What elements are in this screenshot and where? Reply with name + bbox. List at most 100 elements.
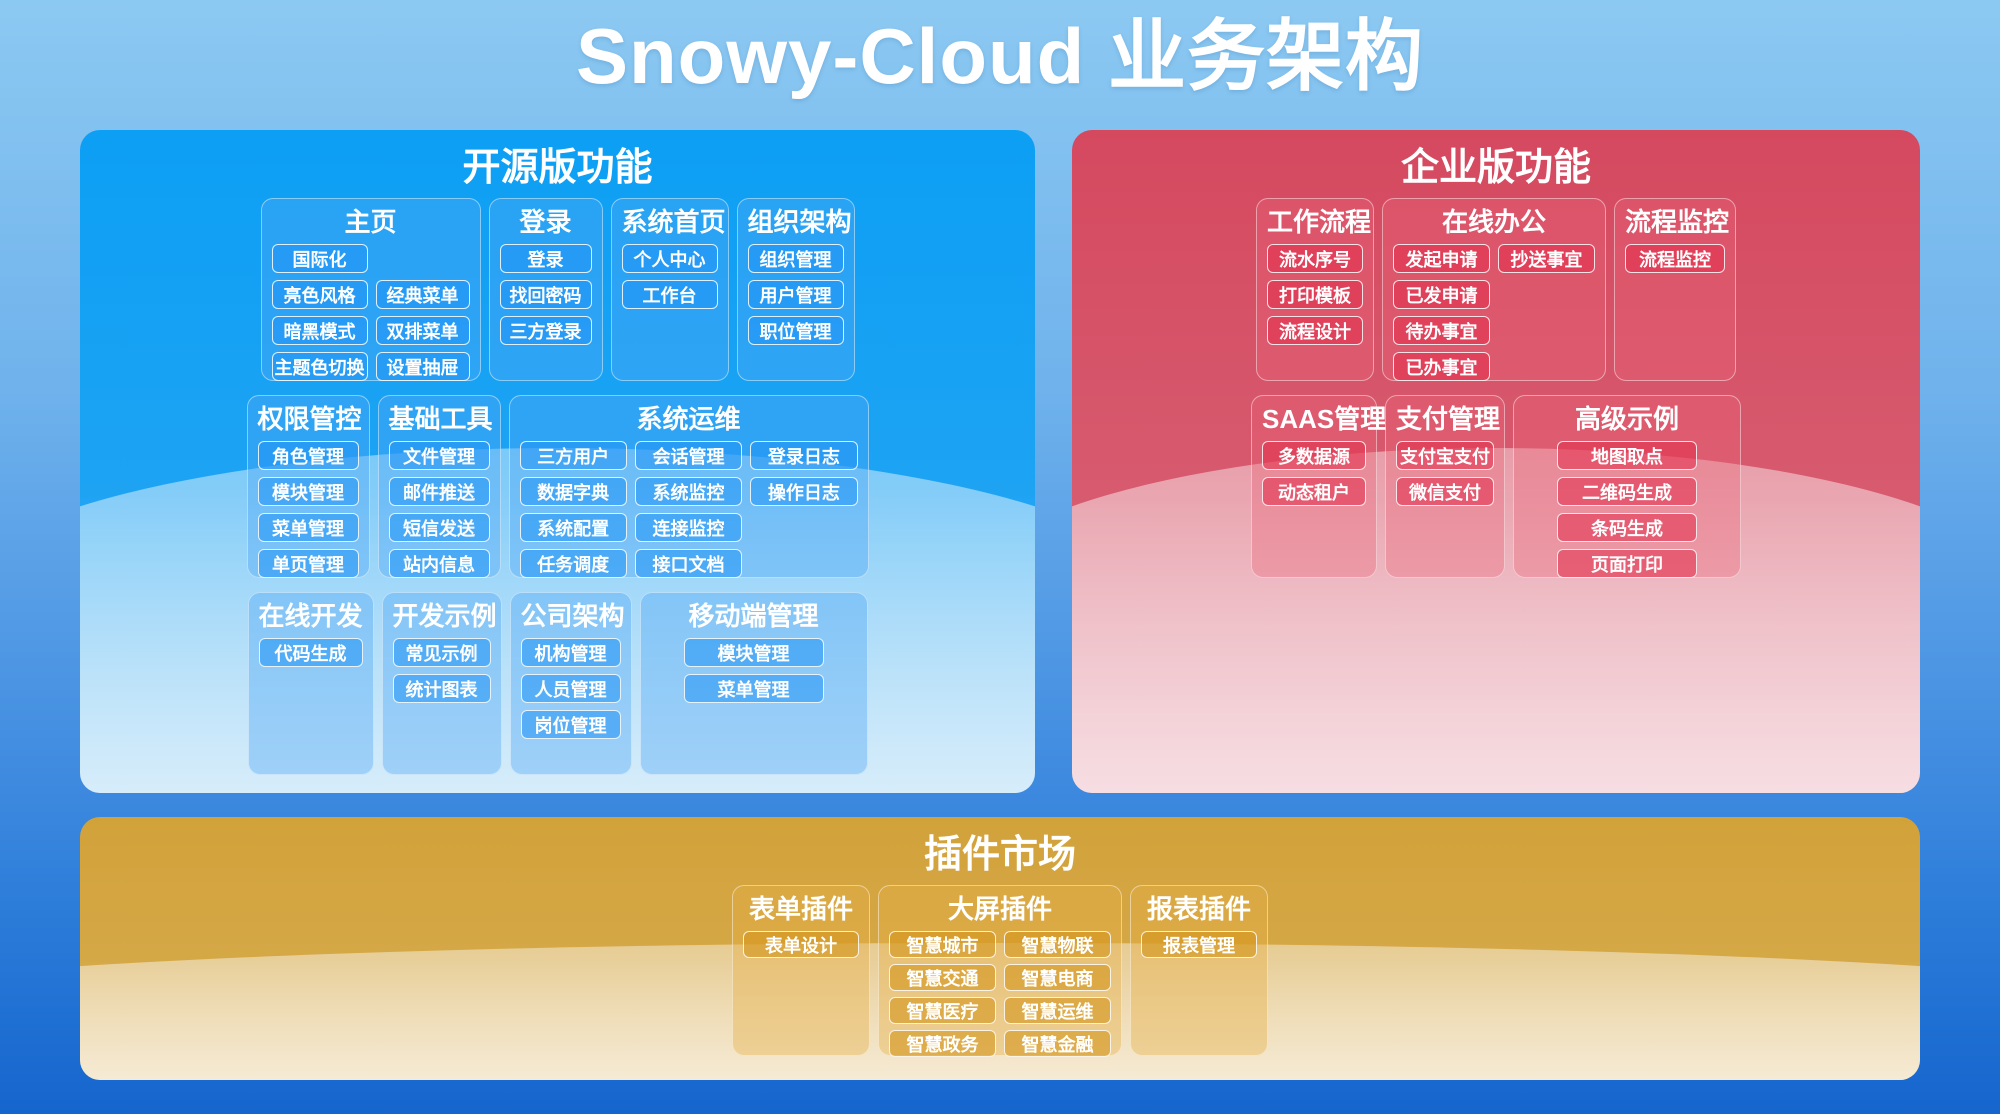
feature-item: 流程设计 xyxy=(1267,316,1363,345)
plugin-market-panel: 插件市场 表单插件 表单设计 大屏插件 智慧城市 智慧物联 智慧交通 智慧电商 智慧医疗 智慧运… xyxy=(80,817,1920,1080)
feature-item: 智慧运维 xyxy=(1004,997,1111,1024)
feature-card-title: 系统首页 xyxy=(621,207,726,237)
feature-card: 高级示例地图取点 二维码生成 条码生成 页面打印 xyxy=(1513,395,1741,578)
feature-item-grid: 流水序号 打印模板 流程设计 xyxy=(1267,244,1363,345)
feature-item-grid: 角色管理 模块管理 菜单管理 单页管理 xyxy=(257,441,359,578)
feature-item: 人员管理 xyxy=(520,674,621,703)
feature-card-title: 支付管理 xyxy=(1396,404,1501,434)
feature-card-title: 高级示例 xyxy=(1574,404,1679,434)
feature-item: 工作台 xyxy=(621,280,718,309)
feature-item: 报表管理 xyxy=(1141,931,1257,958)
feature-item: 操作日志 xyxy=(750,477,858,506)
feature-item: 经典菜单 xyxy=(375,280,470,309)
feature-item: 邮件推送 xyxy=(388,477,490,506)
feature-item-grid: 报表管理 xyxy=(1141,931,1257,958)
feature-item: 多数据源 xyxy=(1262,441,1366,470)
feature-item-grid: 文件管理邮件推送短信发送站内信息 xyxy=(388,441,490,578)
feature-card: 系统运维 三方用户 会话管理 登录日志 数据字典 系统监控 操作日志 系统配置 连接监控 任务调度… xyxy=(508,395,869,578)
feature-card-title: 在线开发 xyxy=(258,601,363,631)
empty-cell xyxy=(1498,280,1595,309)
feature-card-title: 工作流程 xyxy=(1267,207,1372,237)
feature-item: 三方用户 xyxy=(519,441,627,470)
feature-item: 统计图表 xyxy=(392,674,491,703)
plugin-row: 插件市场 表单插件 表单设计 大屏插件 智慧城市 智慧物联 智慧交通 智慧电商 智慧医疗 智慧运… xyxy=(0,817,2000,1080)
feature-card: 支付管理支付宝支付 微信支付 xyxy=(1385,395,1505,578)
feature-card: 主页 国际化 亮色风格 经典菜单 暗黑模式 双排菜单 主题色切换 设置抽屉 xyxy=(260,198,481,381)
open-source-panel: 开源版功能 主页 国际化 亮色风格 经典菜单 暗黑模式 双排菜单 主题色切换 设置抽屉 登录 登录… xyxy=(80,130,1035,793)
feature-card: SAAS管理 多数据源动态租户 xyxy=(1251,395,1387,578)
feature-item: 菜单管理 xyxy=(257,513,359,542)
feature-item-grid: 流程监控 xyxy=(1625,244,1725,273)
feature-card: 表单插件 表单设计 xyxy=(732,885,870,1056)
feature-item: 找回密码 xyxy=(499,280,592,309)
feature-item: 系统监控 xyxy=(634,477,743,506)
feature-item-grid: 多数据源 动态租户 xyxy=(1262,441,1366,506)
card-row: SAAS管理 多数据源 动态租户 支付管理 支付宝支付 微信支付 高级示例 地图取点 二维码生成… xyxy=(1251,395,1741,578)
feature-item: 职位管理 xyxy=(747,316,844,345)
feature-item: 用户管理 xyxy=(747,280,844,309)
feature-card-title: 主页 xyxy=(344,207,397,237)
feature-item: 智慧物联 xyxy=(1004,931,1111,958)
feature-item: 主题色切换 xyxy=(271,352,368,381)
feature-item: 动态租户 xyxy=(1262,477,1366,506)
feature-card: 工作流程 流水序号 打印模板 流程设计 xyxy=(1256,198,1374,381)
feature-item: 待办事宜 xyxy=(1393,316,1490,345)
empty-cell xyxy=(376,244,470,273)
feature-item-grid: 支付宝支付 微信支付 xyxy=(1396,441,1494,506)
feature-card-title: 移动端管理 xyxy=(688,601,819,631)
feature-item: 智慧金融 xyxy=(1004,1030,1111,1057)
feature-item: 文件管理 xyxy=(388,441,490,470)
feature-item: 打印模板 xyxy=(1267,280,1363,309)
feature-card: 在线开发 代码生成 xyxy=(247,592,374,775)
plugin-market-panel-title: 插件市场 xyxy=(923,834,1076,876)
feature-card: 权限管控 角色管理 模块管理 菜单管理 单页管理 xyxy=(246,395,370,578)
open-source-panel-title: 开源版功能 xyxy=(462,147,653,189)
card-row: 权限管控 角色管理 模块管理 菜单管理 单页管理 基础工具 文件管理 邮件推送 短信发送 站内信息… xyxy=(246,395,869,578)
feature-card: 系统首页个人中心工作台 xyxy=(610,198,729,381)
feature-item: 站内信息 xyxy=(388,549,490,578)
open-source-panel-body: 主页 国际化 亮色风格 经典菜单 暗黑模式 双排菜单 主题色切换 设置抽屉 登录 登录 找回密码 三方… xyxy=(80,198,1035,775)
feature-card: 组织架构 组织管理 用户管理 职位管理 xyxy=(736,198,855,381)
feature-item: 支付宝支付 xyxy=(1396,441,1494,470)
feature-item: 页面打印 xyxy=(1557,549,1697,578)
feature-card-title: SAAS管理 xyxy=(1262,404,1387,434)
feature-item: 双排菜单 xyxy=(375,316,470,345)
feature-item: 岗位管理 xyxy=(520,710,621,739)
feature-item: 已发申请 xyxy=(1393,280,1490,309)
feature-item: 个人中心 xyxy=(621,244,718,273)
feature-item-grid: 地图取点 二维码生成 条码生成 页面打印 xyxy=(1524,441,1730,578)
feature-item: 国际化 xyxy=(271,244,368,273)
feature-item: 常见示例 xyxy=(392,638,491,667)
feature-item-grid: 登录 找回密码 三方登录 xyxy=(499,244,592,345)
feature-item: 设置抽屉 xyxy=(375,352,470,381)
feature-item: 智慧政务 xyxy=(889,1030,996,1057)
feature-item: 模块管理 xyxy=(683,638,824,667)
feature-card-title: 开发示例 xyxy=(392,601,497,631)
feature-item: 智慧电商 xyxy=(1004,964,1111,991)
feature-card-title: 公司架构 xyxy=(520,601,625,631)
card-row: 在线开发 代码生成 开发示例 常见示例 统计图表 公司架构 机构管理 人员管理 岗位管理 移动端管… xyxy=(247,592,868,775)
card-row: 表单插件 表单设计 大屏插件 智慧城市 智慧物联 智慧交通 智慧电商 智慧医疗 智慧运维 智慧政务… xyxy=(732,885,1268,1057)
enterprise-panel-title: 企业版功能 xyxy=(1400,147,1591,189)
feature-item: 短信发送 xyxy=(388,513,490,542)
feature-card: 公司架构 机构管理 人员管理 岗位管理 xyxy=(509,592,632,775)
feature-item: 智慧医疗 xyxy=(889,997,996,1024)
feature-item: 发起申请 xyxy=(1393,244,1490,273)
feature-card: 基础工具 文件管理 邮件推送 短信发送 站内信息 xyxy=(377,395,501,578)
empty-cell xyxy=(1498,316,1595,345)
enterprise-panel-body: 工作流程 流水序号 打印模板 流程设计 在线办公 发起申请 抄送事宜 已发申请 待办事宜 已办事宜… xyxy=(1072,198,1920,578)
feature-card: 在线办公 发起申请 抄送事宜 已发申请 待办事宜 已办事宜 xyxy=(1382,198,1606,381)
feature-item: 已办事宜 xyxy=(1393,352,1490,381)
plugin-market-panel-body: 表单插件 表单设计 大屏插件 智慧城市 智慧物联 智慧交通 智慧电商 智慧医疗 智慧运维 智慧政务… xyxy=(80,885,1920,1057)
feature-item-grid: 智慧城市 智慧物联 智慧交通 智慧电商 智慧医疗 智慧运维 智慧政务 智慧金融 xyxy=(889,931,1111,1057)
card-row: 工作流程 流水序号 打印模板 流程设计 在线办公 发起申请 抄送事宜 已发申请 待办事宜 已办事宜… xyxy=(1256,198,1736,381)
feature-item-grid: 机构管理 人员管理 岗位管理 xyxy=(520,638,621,739)
feature-card: 报表插件 报表管理 xyxy=(1130,885,1268,1056)
feature-item-grid: 发起申请 抄送事宜 已发申请 待办事宜 已办事宜 xyxy=(1393,244,1595,381)
feature-item: 登录 xyxy=(499,244,592,273)
feature-item: 二维码生成 xyxy=(1557,477,1697,506)
feature-item: 系统配置 xyxy=(519,513,627,542)
feature-item: 会话管理 xyxy=(634,441,743,470)
feature-card: 大屏插件 智慧城市 智慧物联 智慧交通 智慧电商 智慧医疗 智慧运维 智慧政务 智慧金融 xyxy=(878,885,1122,1057)
feature-item: 表单设计 xyxy=(743,931,859,958)
